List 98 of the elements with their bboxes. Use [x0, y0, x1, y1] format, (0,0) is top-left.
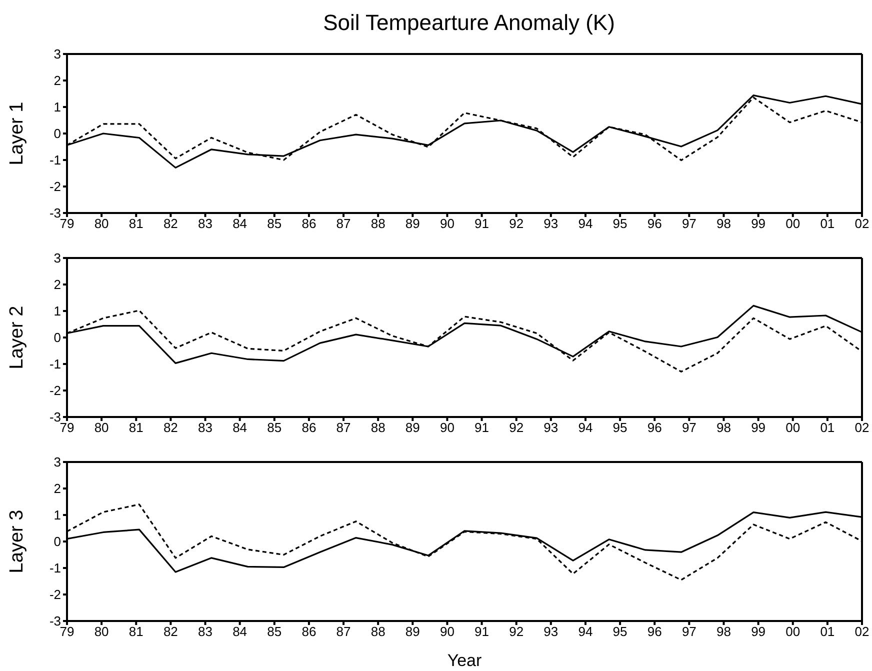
x-tick-label: 82: [163, 216, 178, 232]
x-tick-label: 95: [612, 420, 628, 436]
y-tick-label: 0: [54, 534, 61, 550]
x-tick-label: 90: [440, 420, 454, 436]
x-tick-label: 00: [786, 216, 800, 232]
x-tick-label: 79: [60, 420, 74, 436]
x-tick-label: 81: [128, 624, 144, 640]
y-tick-label: 3: [54, 46, 61, 62]
y-axis-title: Layer 2: [6, 306, 28, 370]
x-tick-label: 98: [716, 420, 731, 436]
x-tick-label: 80: [94, 624, 109, 640]
x-tick-label: 98: [716, 624, 731, 640]
x-tick-label: 92: [509, 216, 524, 232]
y-axis-title: Layer 1: [6, 102, 28, 166]
y-tick-label: -2: [49, 383, 61, 398]
x-tick-label: 95: [612, 216, 628, 232]
x-tick-label: 89: [405, 624, 420, 640]
x-tick-label: 87: [336, 216, 351, 232]
y-tick-label: 3: [54, 250, 61, 266]
y-tick-label: 2: [54, 277, 61, 292]
x-tick-label: 84: [232, 216, 248, 232]
x-tick-label: 91: [474, 420, 490, 436]
x-tick-label: 83: [198, 216, 212, 232]
x-tick-label: 82: [163, 420, 178, 436]
x-tick-label: 01: [820, 216, 835, 232]
x-tick-label: 79: [60, 624, 74, 640]
y-tick-label: 1: [54, 100, 61, 115]
x-tick-label: 91: [474, 624, 490, 640]
x-tick-label: 94: [578, 624, 593, 640]
x-tick-label: 99: [751, 216, 766, 232]
x-tick-label: 83: [198, 624, 212, 640]
y-tick-label: 3: [54, 454, 61, 470]
x-tick-label: 97: [682, 624, 696, 640]
x-tick-label: 99: [751, 624, 766, 640]
x-tick-label: 85: [267, 216, 282, 232]
x-tick-label: 93: [544, 420, 558, 436]
y-tick-label: -1: [49, 560, 61, 576]
x-tick-label: 80: [94, 420, 109, 436]
x-tick-label: 79: [60, 216, 74, 232]
x-tick-label: 81: [128, 420, 144, 436]
y-tick-label: 2: [54, 481, 61, 496]
x-tick-label: 89: [405, 420, 420, 436]
x-tick-label: 94: [578, 420, 593, 436]
x-tick-label: 89: [405, 216, 420, 232]
x-tick-label: 00: [786, 624, 800, 640]
x-tick-label: 81: [128, 216, 144, 232]
x-tick-label: 85: [267, 624, 282, 640]
x-tick-label: 00: [786, 420, 800, 436]
x-tick-label: 92: [509, 624, 524, 640]
x-tick-label: 99: [751, 420, 766, 436]
x-tick-label: 90: [440, 216, 454, 232]
x-tick-label: 87: [336, 420, 351, 436]
x-tick-label: 02: [854, 420, 870, 436]
x-tick-label: 88: [370, 216, 386, 232]
x-tick-label: 97: [682, 420, 696, 436]
x-tick-label: 96: [647, 420, 662, 436]
x-tick-label: 92: [509, 420, 524, 436]
y-tick-label: 2: [54, 73, 61, 88]
y-tick-label: -3: [49, 410, 61, 425]
y-tick-label: 0: [54, 126, 61, 142]
x-tick-label: 01: [820, 420, 835, 436]
y-tick-label: -2: [49, 179, 61, 194]
chart-title: Soil Tempearture Anomaly (K): [322, 9, 616, 37]
y-tick-label: -3: [49, 614, 61, 629]
x-tick-label: 86: [302, 420, 316, 436]
x-tick-label: 98: [716, 216, 731, 232]
y-axis-title: Layer 3: [6, 510, 28, 574]
x-tick-label: 97: [682, 216, 696, 232]
y-tick-label: -2: [49, 587, 61, 602]
x-tick-label: 90: [440, 624, 454, 640]
x-tick-label: 85: [267, 420, 282, 436]
y-tick-label: 1: [54, 304, 61, 319]
x-tick-label: 87: [336, 624, 351, 640]
x-tick-label: 96: [647, 216, 662, 232]
y-tick-label: -1: [49, 152, 61, 168]
x-tick-label: 93: [544, 624, 558, 640]
x-tick-label: 84: [232, 624, 248, 640]
x-tick-label: 86: [302, 216, 316, 232]
x-tick-label: 91: [474, 216, 490, 232]
y-tick-label: -3: [49, 206, 61, 221]
x-tick-label: 96: [647, 624, 662, 640]
x-tick-label: 83: [198, 420, 212, 436]
x-tick-label: 84: [232, 420, 248, 436]
x-tick-label: 80: [94, 216, 109, 232]
x-tick-label: 95: [612, 624, 628, 640]
y-tick-label: 1: [54, 508, 61, 523]
x-tick-label: 94: [578, 216, 593, 232]
x-tick-label: 01: [820, 624, 835, 640]
x-tick-label: 82: [163, 624, 178, 640]
y-tick-label: 0: [54, 330, 61, 346]
x-tick-label: 86: [302, 624, 316, 640]
x-tick-label: 02: [854, 624, 870, 640]
x-tick-label: 93: [544, 216, 558, 232]
x-axis-title: Year: [447, 651, 482, 670]
x-tick-label: 88: [370, 624, 386, 640]
y-tick-label: -1: [49, 356, 61, 372]
x-tick-label: 88: [370, 420, 386, 436]
x-tick-label: 02: [854, 216, 870, 232]
